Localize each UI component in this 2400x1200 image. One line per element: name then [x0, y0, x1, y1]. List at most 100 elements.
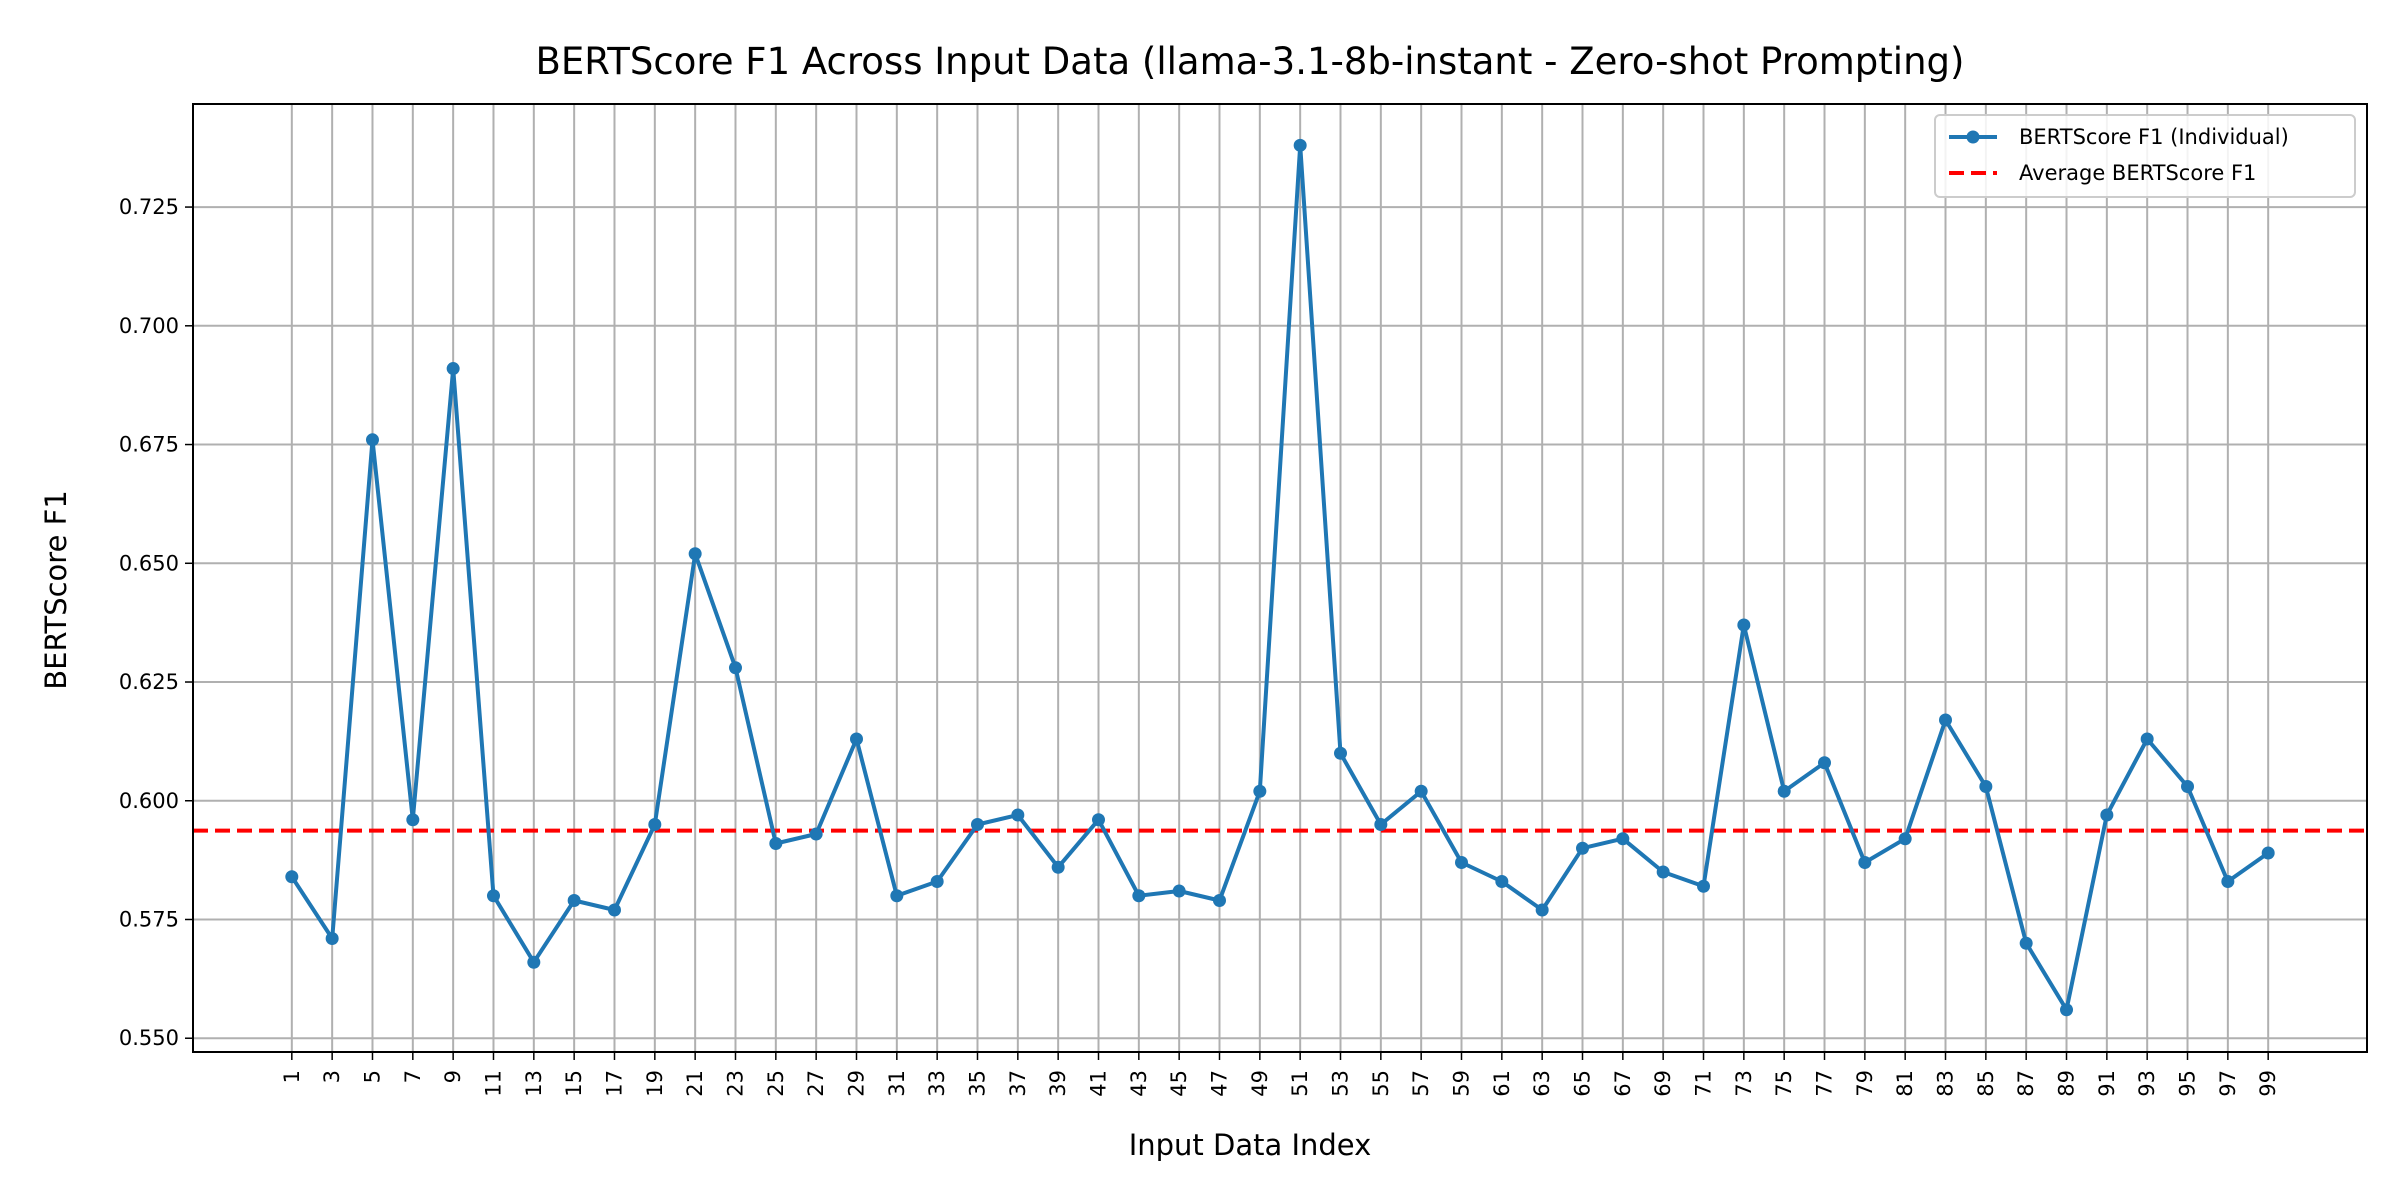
data-point [1898, 832, 1912, 846]
data-point [1697, 879, 1711, 893]
x-tick-label: 49 [1248, 1070, 1272, 1097]
data-point [406, 813, 420, 827]
x-tick-label: 19 [643, 1070, 667, 1097]
y-axis-label: BERTScore F1 [39, 490, 73, 690]
data-point [2181, 780, 2195, 794]
data-point [1495, 874, 1509, 888]
axis-ticks: 1 3 5 7 9 11 13 15 17 19 21 23 25 27 29 31 33 35 37 39 41 43 4… [119, 195, 2280, 1097]
x-tick-label: 25 [764, 1070, 788, 1097]
x-tick-label: 5 [360, 1070, 384, 1083]
x-tick-label: 17 [602, 1070, 626, 1097]
x-tick-label: 77 [1813, 1070, 1837, 1097]
data-point [1172, 884, 1186, 898]
x-tick-label: 97 [2216, 1070, 2240, 1097]
data-point [325, 931, 339, 945]
y-tick-label: 0.675 [119, 433, 179, 457]
x-tick-label: 91 [2095, 1070, 2119, 1097]
legend-box [1934, 114, 2356, 198]
data-point [1374, 817, 1388, 831]
x-tick-label: 39 [1046, 1070, 1070, 1097]
data-point [1576, 841, 1590, 855]
series-line [290, 143, 2270, 1012]
x-tick-label: 89 [2055, 1070, 2079, 1097]
x-tick-label: 95 [2176, 1070, 2200, 1097]
data-point [1616, 832, 1630, 846]
data-point [1535, 903, 1549, 917]
data-point [809, 827, 823, 841]
x-tick-label: 81 [1893, 1070, 1917, 1097]
x-tick-label: 83 [1934, 1070, 1958, 1097]
y-tick-label: 0.575 [119, 907, 179, 931]
data-point [567, 893, 581, 907]
data-point [1656, 865, 1670, 879]
x-tick-label: 93 [2135, 1070, 2159, 1097]
data-point [1979, 780, 1993, 794]
x-tick-label: 15 [562, 1070, 586, 1097]
y-tick-label: 0.700 [119, 314, 179, 338]
x-tick-label: 63 [1530, 1070, 1554, 1097]
data-point [1455, 855, 1469, 869]
data-point [2261, 846, 2275, 860]
x-tick-label: 75 [1772, 1070, 1796, 1097]
x-tick-label: 1 [280, 1070, 304, 1083]
x-tick-label: 57 [1409, 1070, 1433, 1097]
data-point [1414, 784, 1428, 798]
x-tick-label: 7 [401, 1070, 425, 1083]
data-point [1818, 756, 1832, 770]
y-tick-label: 0.725 [119, 195, 179, 219]
data-point [769, 836, 783, 850]
x-tick-label: 51 [1288, 1070, 1312, 1097]
legend-label-average: Average BERTScore F1 [2019, 161, 2256, 185]
x-tick-label: 65 [1571, 1070, 1595, 1097]
data-point [2100, 808, 2114, 822]
x-tick-label: 73 [1732, 1070, 1756, 1097]
x-tick-label: 87 [2014, 1070, 2038, 1097]
x-tick-label: 11 [481, 1070, 505, 1097]
legend: BERTScore F1 (Individual) Average BERTSco… [1934, 114, 2356, 198]
data-point [688, 547, 702, 561]
x-tick-label: 3 [320, 1070, 344, 1083]
data-point [1737, 618, 1751, 632]
data-point [1334, 746, 1348, 760]
x-tick-label: 23 [723, 1070, 747, 1097]
data-point [365, 433, 379, 447]
x-tick-label: 33 [925, 1070, 949, 1097]
data-point [1011, 808, 1025, 822]
data-point [930, 874, 944, 888]
data-point [890, 889, 904, 903]
x-axis-label: Input Data Index [1129, 1128, 1372, 1162]
plot-frame [192, 103, 2368, 1053]
x-tick-label: 31 [885, 1070, 909, 1097]
x-tick-label: 29 [844, 1070, 868, 1097]
data-point [1091, 813, 1105, 827]
x-tick-label: 45 [1167, 1070, 1191, 1097]
data-point [648, 817, 662, 831]
data-point [486, 889, 500, 903]
data-point [1132, 889, 1146, 903]
data-point [1051, 860, 1065, 874]
y-tick-label: 0.600 [119, 789, 179, 813]
x-tick-label: 47 [1207, 1070, 1231, 1097]
legend-label-individual: BERTScore F1 (Individual) [2019, 125, 2289, 149]
x-tick-label: 59 [1450, 1070, 1474, 1097]
data-point [970, 817, 984, 831]
x-tick-label: 85 [1974, 1070, 1998, 1097]
data-point [728, 661, 742, 675]
legend-marker-individual [1966, 130, 1980, 144]
chart-title: BERTScore F1 Across Input Data (llama-3.… [536, 40, 1965, 83]
data-point [2060, 1003, 2074, 1017]
x-tick-label: 41 [1086, 1070, 1110, 1097]
data-point [527, 955, 541, 969]
data-point [2019, 936, 2033, 950]
data-point [1939, 713, 1953, 727]
data-point [2221, 874, 2235, 888]
x-tick-label: 43 [1127, 1070, 1151, 1097]
data-point [2140, 732, 2154, 746]
x-tick-label: 99 [2256, 1070, 2280, 1097]
y-tick-label: 0.550 [119, 1026, 179, 1050]
data-point [1212, 893, 1226, 907]
x-tick-label: 13 [522, 1070, 546, 1097]
series-line-group [285, 138, 2275, 1017]
y-tick-label: 0.650 [119, 551, 179, 575]
